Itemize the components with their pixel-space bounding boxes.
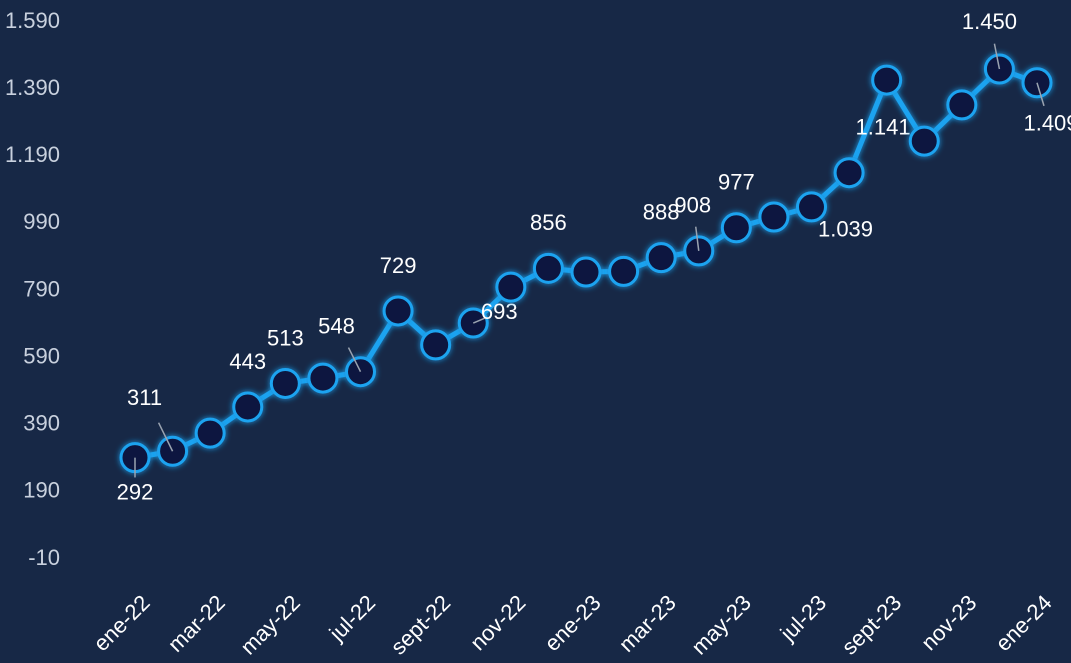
x-tick-label: jul-23 bbox=[775, 590, 831, 646]
leader-line bbox=[472, 316, 487, 324]
data-label: 548 bbox=[318, 314, 355, 339]
marker bbox=[645, 242, 677, 274]
marker bbox=[420, 329, 452, 361]
marker bbox=[608, 255, 640, 287]
x-tick-label: ene-23 bbox=[540, 590, 606, 656]
x-tick-label: may-23 bbox=[686, 590, 756, 660]
x-tick-label: ene-22 bbox=[89, 590, 155, 656]
data-label: 888 bbox=[643, 199, 680, 224]
leader-line bbox=[993, 43, 1001, 70]
marker bbox=[232, 391, 264, 423]
marker bbox=[495, 271, 527, 303]
leader-line bbox=[1036, 82, 1045, 107]
y-tick-label: 190 bbox=[23, 478, 60, 503]
marker bbox=[532, 252, 564, 284]
marker bbox=[796, 191, 827, 223]
y-tick-label: 590 bbox=[23, 343, 60, 368]
data-label: 1.141 bbox=[856, 115, 911, 140]
data-label: 292 bbox=[117, 479, 154, 504]
marker bbox=[570, 256, 602, 288]
data-label: 513 bbox=[267, 325, 304, 350]
data-label: 729 bbox=[380, 253, 417, 278]
marker bbox=[871, 64, 903, 96]
leader-line bbox=[695, 226, 700, 251]
y-tick-label: -10 bbox=[28, 545, 60, 570]
marker bbox=[720, 212, 752, 244]
leader-line bbox=[347, 347, 362, 373]
marker bbox=[194, 417, 226, 449]
x-tick-label: may-22 bbox=[235, 590, 305, 660]
y-tick-label: 1.590 bbox=[5, 8, 60, 33]
data-label: 311 bbox=[127, 385, 162, 410]
x-tick-label: ene-24 bbox=[991, 590, 1057, 656]
x-tick-label: mar-22 bbox=[163, 590, 230, 657]
y-tick-label: 990 bbox=[23, 209, 60, 234]
data-label: 856 bbox=[530, 210, 567, 235]
data-label: 1.450 bbox=[962, 9, 1017, 34]
x-tick-label: sept-22 bbox=[386, 590, 456, 660]
x-tick-label: mar-23 bbox=[614, 590, 681, 657]
y-tick-label: 390 bbox=[23, 411, 60, 436]
marker bbox=[908, 125, 940, 157]
marker bbox=[758, 201, 790, 233]
y-tick-label: 1.390 bbox=[5, 75, 60, 100]
x-tick-label: jul-22 bbox=[324, 590, 380, 646]
data-label: 1.409 bbox=[1023, 111, 1071, 136]
x-tick-label: nov-23 bbox=[916, 590, 981, 655]
marker bbox=[269, 367, 301, 399]
y-tick-label: 1.190 bbox=[5, 142, 60, 167]
data-label: 443 bbox=[229, 349, 266, 374]
marker bbox=[307, 362, 339, 394]
x-tick-label: nov-22 bbox=[465, 590, 530, 655]
data-label: 693 bbox=[481, 299, 518, 324]
leader-line bbox=[157, 422, 174, 452]
x-tick-label: sept-23 bbox=[837, 590, 907, 660]
marker bbox=[946, 89, 978, 121]
marker bbox=[833, 157, 865, 189]
data-label: 977 bbox=[718, 170, 755, 195]
data-label: 908 bbox=[674, 193, 711, 218]
y-tick-label: 790 bbox=[23, 276, 60, 301]
marker bbox=[382, 295, 414, 327]
data-label: 1.039 bbox=[818, 217, 873, 242]
